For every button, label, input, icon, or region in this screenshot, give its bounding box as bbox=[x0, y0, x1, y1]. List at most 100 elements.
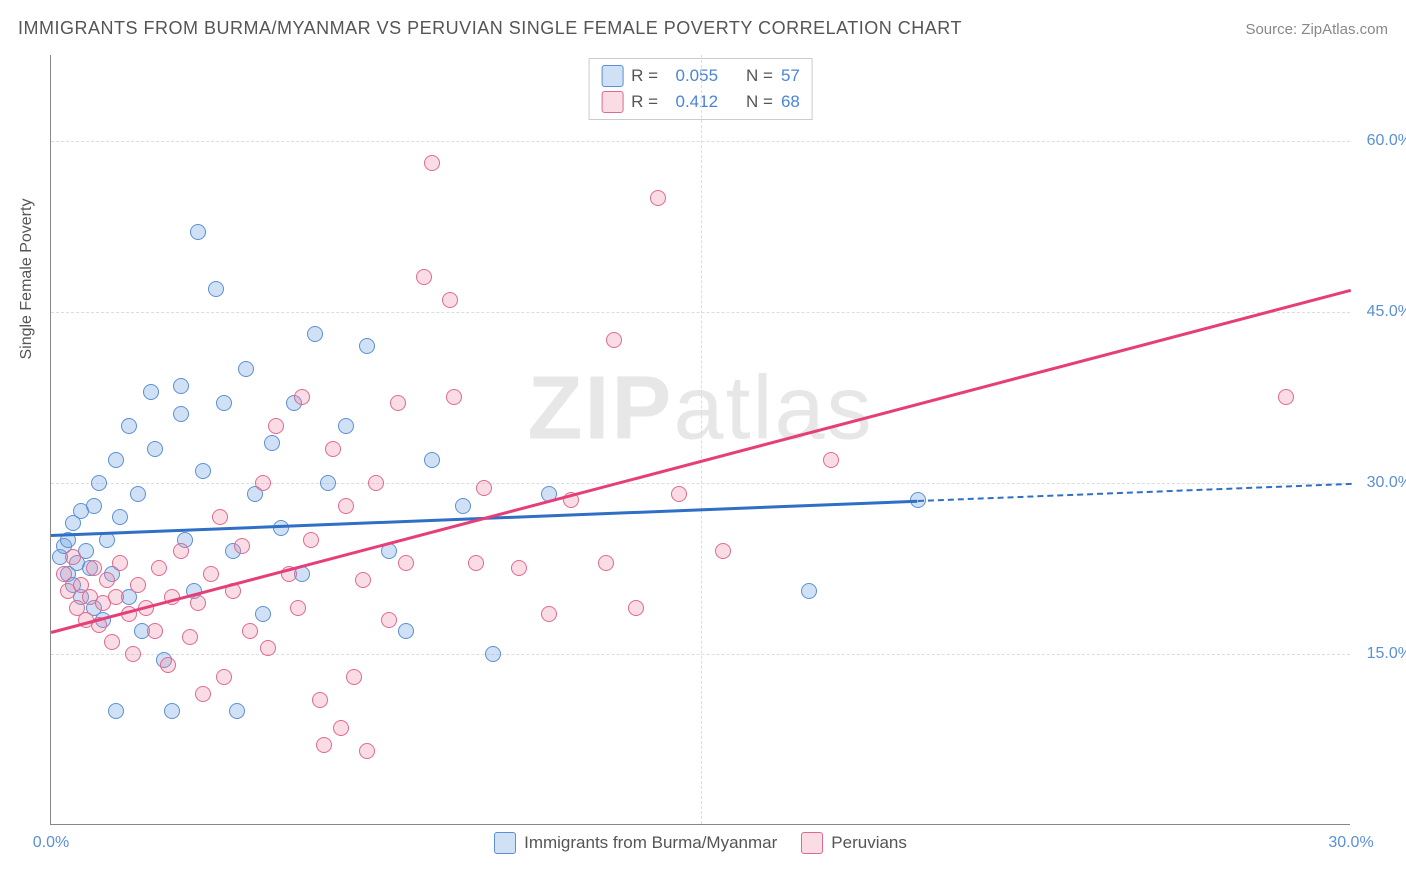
data-point-peruvian bbox=[290, 600, 306, 616]
trendline-extrapolated bbox=[918, 483, 1351, 502]
data-point-peruvian bbox=[99, 572, 115, 588]
data-point-burma bbox=[91, 475, 107, 491]
r-label: R = bbox=[631, 92, 658, 112]
data-point-peruvian bbox=[359, 743, 375, 759]
data-point-burma bbox=[112, 509, 128, 525]
data-point-peruvian bbox=[190, 595, 206, 611]
series-legend: Immigrants from Burma/Myanmar Peruvians bbox=[51, 832, 1350, 854]
data-point-burma bbox=[190, 224, 206, 240]
data-point-peruvian bbox=[446, 389, 462, 405]
data-point-peruvian bbox=[541, 606, 557, 622]
data-point-peruvian bbox=[424, 155, 440, 171]
data-point-peruvian bbox=[86, 560, 102, 576]
y-axis-label: Single Female Poverty bbox=[18, 199, 36, 360]
data-point-peruvian bbox=[476, 480, 492, 496]
data-point-peruvian bbox=[442, 292, 458, 308]
n-value: 68 bbox=[781, 92, 800, 112]
y-tick-label: 60.0% bbox=[1357, 132, 1406, 150]
data-point-peruvian bbox=[216, 669, 232, 685]
data-point-burma bbox=[173, 378, 189, 394]
data-point-burma bbox=[307, 326, 323, 342]
data-point-peruvian bbox=[316, 737, 332, 753]
legend-item-burma: Immigrants from Burma/Myanmar bbox=[494, 832, 777, 854]
data-point-peruvian bbox=[598, 555, 614, 571]
watermark-bold: ZIP bbox=[527, 358, 673, 458]
data-point-peruvian bbox=[823, 452, 839, 468]
legend-label: Peruvians bbox=[831, 833, 907, 853]
source-label: Source: ZipAtlas.com bbox=[1245, 21, 1388, 38]
n-value: 57 bbox=[781, 66, 800, 86]
data-point-peruvian bbox=[125, 646, 141, 662]
data-point-peruvian bbox=[268, 418, 284, 434]
legend-swatch bbox=[601, 65, 623, 87]
data-point-peruvian bbox=[390, 395, 406, 411]
legend-label: Immigrants from Burma/Myanmar bbox=[524, 833, 777, 853]
y-tick-label: 45.0% bbox=[1357, 303, 1406, 321]
data-point-peruvian bbox=[182, 629, 198, 645]
data-point-peruvian bbox=[65, 549, 81, 565]
x-tick-label: 0.0% bbox=[33, 834, 69, 852]
data-point-burma bbox=[398, 623, 414, 639]
data-point-burma bbox=[338, 418, 354, 434]
r-label: R = bbox=[631, 66, 658, 86]
data-point-peruvian bbox=[234, 538, 250, 554]
data-point-peruvian bbox=[203, 566, 219, 582]
data-point-peruvian bbox=[511, 560, 527, 576]
legend-swatch bbox=[801, 832, 823, 854]
x-tick-label: 30.0% bbox=[1328, 834, 1373, 852]
data-point-burma bbox=[208, 281, 224, 297]
data-point-burma bbox=[320, 475, 336, 491]
data-point-burma bbox=[143, 384, 159, 400]
data-point-burma bbox=[216, 395, 232, 411]
chart-title: IMMIGRANTS FROM BURMA/MYANMAR VS PERUVIA… bbox=[18, 18, 962, 39]
data-point-burma bbox=[229, 703, 245, 719]
data-point-peruvian bbox=[255, 475, 271, 491]
data-point-burma bbox=[273, 520, 289, 536]
y-tick-label: 30.0% bbox=[1357, 474, 1406, 492]
data-point-peruvian bbox=[325, 441, 341, 457]
legend-swatch bbox=[601, 91, 623, 113]
data-point-peruvian bbox=[112, 555, 128, 571]
data-point-peruvian bbox=[151, 560, 167, 576]
data-point-peruvian bbox=[368, 475, 384, 491]
data-point-peruvian bbox=[606, 332, 622, 348]
data-point-peruvian bbox=[242, 623, 258, 639]
data-point-burma bbox=[424, 452, 440, 468]
y-tick-label: 15.0% bbox=[1357, 645, 1406, 663]
data-point-peruvian bbox=[294, 389, 310, 405]
data-point-burma bbox=[195, 463, 211, 479]
n-label: N = bbox=[746, 66, 773, 86]
data-point-peruvian bbox=[147, 623, 163, 639]
r-value: 0.055 bbox=[666, 66, 718, 86]
data-point-peruvian bbox=[108, 589, 124, 605]
data-point-peruvian bbox=[173, 543, 189, 559]
data-point-peruvian bbox=[333, 720, 349, 736]
data-point-burma bbox=[455, 498, 471, 514]
data-point-burma bbox=[173, 406, 189, 422]
data-point-peruvian bbox=[468, 555, 484, 571]
data-point-peruvian bbox=[104, 634, 120, 650]
data-point-burma bbox=[264, 435, 280, 451]
data-point-burma bbox=[147, 441, 163, 457]
data-point-burma bbox=[130, 486, 146, 502]
data-point-peruvian bbox=[650, 190, 666, 206]
gridline-vertical bbox=[701, 55, 702, 824]
data-point-peruvian bbox=[628, 600, 644, 616]
data-point-burma bbox=[801, 583, 817, 599]
data-point-burma bbox=[255, 606, 271, 622]
data-point-peruvian bbox=[416, 269, 432, 285]
data-point-peruvian bbox=[381, 612, 397, 628]
data-point-peruvian bbox=[671, 486, 687, 502]
data-point-peruvian bbox=[212, 509, 228, 525]
data-point-peruvian bbox=[56, 566, 72, 582]
n-label: N = bbox=[746, 92, 773, 112]
data-point-peruvian bbox=[312, 692, 328, 708]
data-point-peruvian bbox=[1278, 389, 1294, 405]
scatter-plot-area: ZIPatlas R =0.055N =57R =0.412N =68 Immi… bbox=[50, 55, 1350, 825]
data-point-peruvian bbox=[303, 532, 319, 548]
data-point-burma bbox=[485, 646, 501, 662]
data-point-peruvian bbox=[346, 669, 362, 685]
data-point-burma bbox=[108, 452, 124, 468]
data-point-peruvian bbox=[160, 657, 176, 673]
data-point-burma bbox=[359, 338, 375, 354]
